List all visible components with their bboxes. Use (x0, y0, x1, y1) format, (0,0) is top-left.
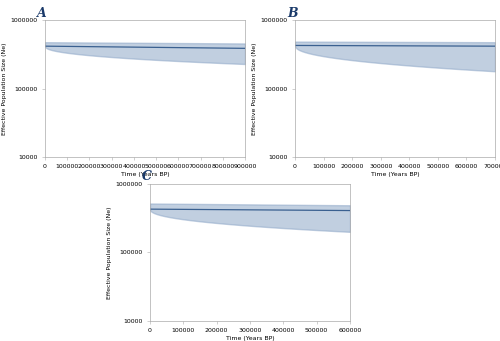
Text: C: C (142, 170, 152, 183)
X-axis label: Time (Years BP): Time (Years BP) (370, 172, 420, 177)
X-axis label: Time (Years BP): Time (Years BP) (226, 336, 274, 341)
Text: B: B (287, 7, 298, 20)
X-axis label: Time (Years BP): Time (Years BP) (120, 172, 170, 177)
Y-axis label: Effective Population Size (Ne): Effective Population Size (Ne) (108, 206, 112, 299)
Y-axis label: Effective Population Size (Ne): Effective Population Size (Ne) (2, 42, 7, 135)
Text: A: A (37, 7, 47, 20)
Y-axis label: Effective Population Size (Ne): Effective Population Size (Ne) (252, 42, 258, 135)
